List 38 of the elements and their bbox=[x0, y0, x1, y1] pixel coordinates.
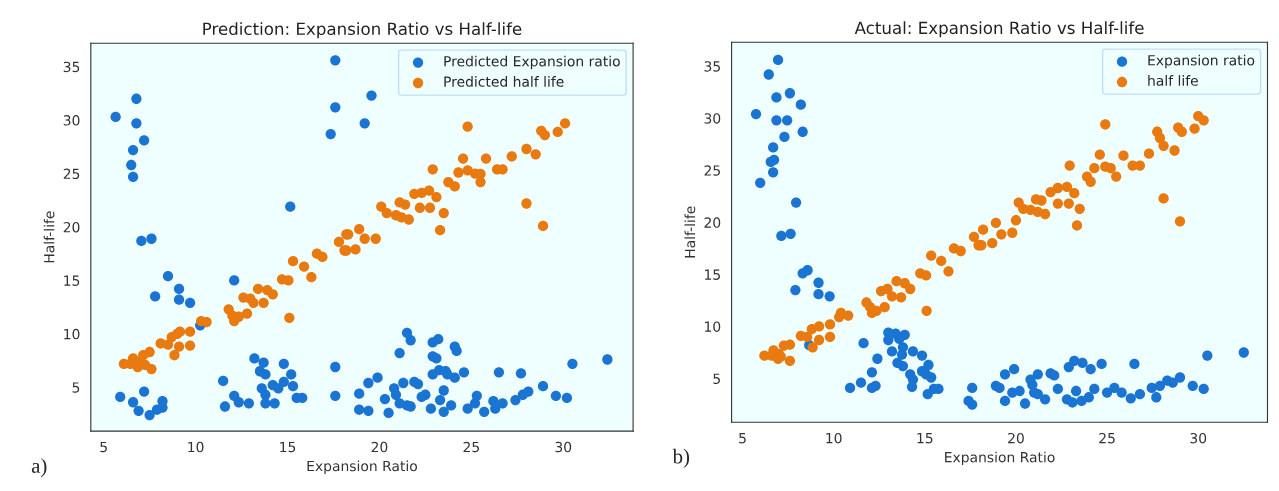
y-tick-label: 15 bbox=[705, 269, 720, 280]
y-tick-label: 10 bbox=[64, 328, 80, 340]
text: b) bbox=[672, 448, 690, 468]
x-tick-label: 30 bbox=[1190, 432, 1207, 444]
x-tick-label: 25 bbox=[1099, 432, 1115, 444]
x-tick-label: 25 bbox=[463, 441, 479, 453]
x-axis-title: Expansion Ratio bbox=[945, 451, 1055, 466]
y-tick-label: 35 bbox=[704, 61, 720, 72]
y-axis-title: Half-life bbox=[684, 206, 696, 258]
x-tick-label: 15 bbox=[917, 433, 933, 444]
legend-label: Expansion ratio bbox=[1148, 54, 1255, 69]
x-axis-title: Expansion Ratio bbox=[307, 460, 417, 474]
y-tick-label: 25 bbox=[63, 168, 80, 180]
x-tick-label: 10 bbox=[826, 432, 842, 444]
y-tick-label: 25 bbox=[704, 165, 720, 176]
y-tick-label: 5 bbox=[713, 373, 720, 384]
x-tick-label: 20 bbox=[371, 441, 388, 453]
y-tick-label: 5 bbox=[72, 382, 80, 393]
x-tick-label: 10 bbox=[188, 441, 204, 453]
y-tick-label: 35 bbox=[63, 61, 80, 73]
y-tick-label: 20 bbox=[704, 217, 721, 228]
legend-label: Predicted half life bbox=[444, 76, 564, 87]
y-tick-label: 15 bbox=[64, 275, 80, 286]
x-tick-label: 30 bbox=[555, 441, 572, 453]
y-tick-label: 30 bbox=[704, 113, 721, 124]
y-tick-label: 10 bbox=[705, 321, 721, 332]
x-tick-label: 15 bbox=[280, 441, 296, 453]
y-tick-label: 20 bbox=[63, 221, 80, 233]
text: a) bbox=[31, 458, 47, 478]
legend-label: half life bbox=[1148, 75, 1198, 86]
y-axis-title: Half-life bbox=[43, 211, 55, 263]
legend-label: Predicted Expansion ratio bbox=[444, 55, 620, 70]
chart-title: Actual: Expansion Ratio vs Half-life bbox=[854, 21, 1144, 38]
x-tick-label: 20 bbox=[1008, 432, 1024, 444]
chart-title: Prediction: Expansion Ratio vs Half-life bbox=[203, 22, 522, 39]
y-tick-label: 30 bbox=[63, 115, 80, 126]
x-tick-label: 5 bbox=[100, 441, 107, 453]
x-tick-label: 5 bbox=[739, 433, 746, 444]
